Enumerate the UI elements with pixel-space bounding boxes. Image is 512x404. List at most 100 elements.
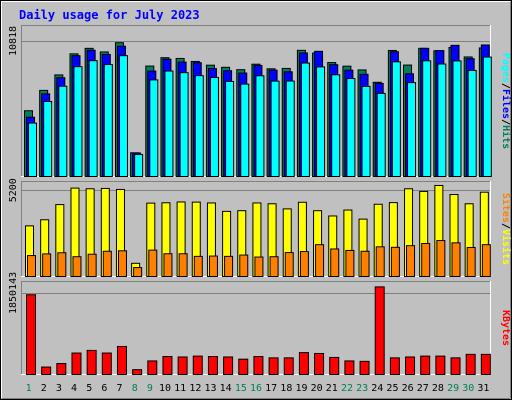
bar-kbytes-day-31 bbox=[480, 353, 491, 376]
bar-sites-day-24 bbox=[375, 246, 385, 278]
bar-pages-day-19 bbox=[300, 62, 310, 178]
x-tick-label-day-2: 2 bbox=[41, 383, 47, 394]
x-tick-label-day-7: 7 bbox=[117, 383, 123, 394]
bar-kbytes-day-16 bbox=[253, 356, 264, 375]
x-tick-label-day-26: 26 bbox=[402, 383, 414, 394]
x-tick-label-day-28: 28 bbox=[432, 383, 444, 394]
bar-pages-day-20 bbox=[316, 66, 326, 177]
bar-sites-day-29 bbox=[451, 242, 461, 277]
bar-kbytes-day-25 bbox=[389, 357, 400, 376]
bar-pages-day-22 bbox=[346, 78, 356, 177]
bar-kbytes-day-30 bbox=[465, 353, 476, 376]
x-tick-label-day-27: 27 bbox=[417, 383, 429, 394]
bar-kbytes-day-19 bbox=[298, 352, 309, 376]
bar-sites-day-11 bbox=[178, 253, 188, 278]
bar-pages-day-14 bbox=[225, 80, 235, 177]
x-tick-label-day-5: 5 bbox=[86, 383, 92, 394]
x-tick-label-day-3: 3 bbox=[56, 383, 62, 394]
bar-kbytes-day-21 bbox=[329, 356, 340, 375]
bar-sites-day-15 bbox=[239, 254, 249, 277]
x-tick-label-day-9: 9 bbox=[147, 383, 153, 394]
bar-kbytes-day-24 bbox=[374, 286, 385, 375]
chart-title: Daily usage for July 2023 bbox=[19, 8, 200, 22]
bar-pages-day-16 bbox=[255, 75, 265, 177]
bar-sites-day-18 bbox=[284, 252, 294, 278]
bar-kbytes-day-13 bbox=[207, 356, 218, 375]
bar-sites-day-6 bbox=[102, 250, 112, 277]
x-tick-label-day-23: 23 bbox=[356, 383, 368, 394]
bar-pages-day-4 bbox=[73, 66, 83, 177]
x-tick-label-day-30: 30 bbox=[462, 383, 474, 394]
bar-pages-day-3 bbox=[58, 85, 68, 177]
x-tick-label-day-15: 15 bbox=[235, 383, 247, 394]
panel-3-y-axis-label-part: KBytes bbox=[500, 310, 511, 346]
panel-2-y-axis-label-part: Visits bbox=[500, 229, 512, 265]
bar-pages-day-13 bbox=[209, 77, 219, 177]
bar-kbytes-day-14 bbox=[223, 356, 234, 376]
x-tick-label-day-21: 21 bbox=[326, 383, 338, 394]
bar-sites-day-7 bbox=[117, 250, 127, 277]
bar-pages-day-6 bbox=[103, 64, 113, 177]
bar-sites-day-4 bbox=[72, 256, 82, 278]
bar-pages-day-2 bbox=[43, 101, 53, 177]
bar-sites-day-16 bbox=[254, 256, 264, 277]
panel-2-y-axis-label-part: / bbox=[500, 223, 511, 229]
bar-sites-day-21 bbox=[330, 248, 340, 278]
x-tick-label-day-29: 29 bbox=[447, 383, 459, 394]
x-tick-label-day-18: 18 bbox=[280, 383, 292, 394]
x-tick-label-day-11: 11 bbox=[174, 383, 186, 394]
panel-1-y-axis-label-part: Pages bbox=[500, 53, 511, 83]
x-tick-label-day-17: 17 bbox=[265, 383, 277, 394]
bar-pages-day-31 bbox=[482, 56, 492, 177]
bar-sites-day-8 bbox=[133, 267, 143, 277]
bar-kbytes-day-5 bbox=[86, 349, 97, 375]
bar-sites-day-13 bbox=[208, 255, 218, 277]
bar-pages-day-18 bbox=[285, 80, 295, 177]
bar-pages-day-15 bbox=[240, 83, 250, 177]
bar-sites-day-5 bbox=[87, 253, 97, 278]
bar-pages-day-21 bbox=[331, 74, 341, 177]
bar-pages-day-29 bbox=[452, 60, 462, 177]
bar-kbytes-day-2 bbox=[41, 366, 52, 375]
x-tick-label-day-12: 12 bbox=[189, 383, 201, 394]
bar-kbytes-day-1 bbox=[26, 294, 36, 375]
x-tick-label-day-24: 24 bbox=[371, 383, 383, 394]
bar-pages-day-23 bbox=[361, 85, 371, 177]
panel-3-y-axis-label: KBytes bbox=[500, 310, 511, 346]
bar-sites-day-10 bbox=[163, 253, 173, 278]
bar-pages-day-8 bbox=[134, 154, 144, 177]
bar-kbytes-day-3 bbox=[56, 363, 67, 375]
x-tick-label-day-13: 13 bbox=[204, 383, 216, 394]
x-tick-label-day-4: 4 bbox=[71, 383, 77, 394]
bar-kbytes-day-22 bbox=[344, 360, 355, 375]
bar-sites-day-28 bbox=[436, 240, 446, 277]
x-tick-label-day-19: 19 bbox=[295, 383, 307, 394]
panel-2-y-axis-label-part: Sites bbox=[500, 193, 512, 223]
bar-kbytes-day-11 bbox=[177, 356, 188, 376]
bar-kbytes-day-7 bbox=[116, 345, 127, 376]
bar-kbytes-day-17 bbox=[268, 357, 279, 376]
bar-sites-day-31 bbox=[481, 244, 491, 278]
bar-kbytes-day-4 bbox=[71, 352, 82, 375]
bar-pages-day-12 bbox=[194, 75, 204, 177]
bar-sites-day-17 bbox=[269, 256, 279, 278]
bar-kbytes-day-6 bbox=[101, 352, 112, 375]
bar-sites-day-23 bbox=[360, 250, 370, 277]
bar-kbytes-day-10 bbox=[162, 356, 173, 375]
bar-kbytes-day-18 bbox=[283, 357, 294, 376]
x-tick-label-day-6: 6 bbox=[101, 383, 107, 394]
bar-pages-day-1 bbox=[28, 122, 37, 177]
x-tick-label-day-22: 22 bbox=[341, 383, 353, 394]
panel-2-y-axis-label: Sites/Visits bbox=[500, 193, 512, 265]
bar-sites-day-14 bbox=[224, 255, 234, 278]
bar-pages-day-27 bbox=[422, 60, 432, 177]
panel-1-y-tick-label: 10818 bbox=[8, 26, 19, 56]
panel-1-y-axis-label: Pages/Files/Hits bbox=[500, 53, 512, 149]
x-tick-label-day-25: 25 bbox=[386, 383, 398, 394]
bar-sites-day-3 bbox=[57, 252, 67, 277]
bar-kbytes-day-26 bbox=[405, 356, 416, 376]
bar-kbytes-day-15 bbox=[238, 358, 249, 375]
bar-sites-day-22 bbox=[345, 249, 355, 278]
panel-1-y-axis-label-part: / bbox=[500, 83, 511, 89]
